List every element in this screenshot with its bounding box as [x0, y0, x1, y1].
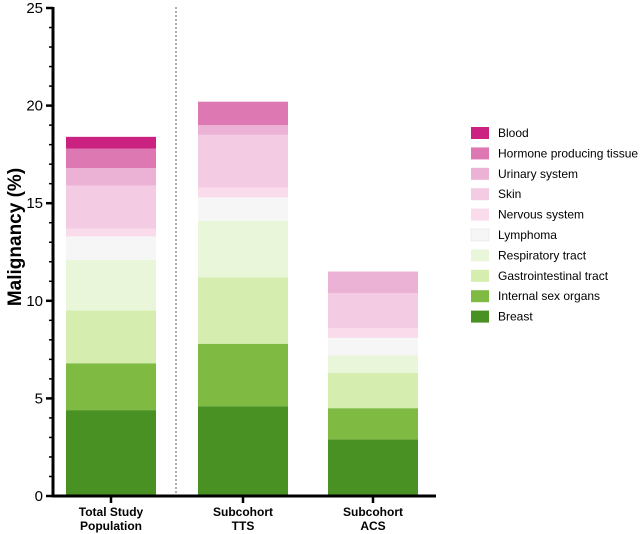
bar-segment-nervous-system-1 [198, 187, 288, 198]
bar-segment-hormone-producing-tissue-1 [198, 101, 288, 126]
x-category-label-1-line-0: Subcohort [213, 505, 273, 519]
bar-segment-respiratory-tract-1 [198, 220, 288, 278]
bar-segment-urinary-system-0 [66, 168, 156, 186]
bar-segment-skin-2 [328, 292, 418, 329]
legend-label-lymphoma: Lymphoma [498, 228, 557, 242]
legend-label-blood: Blood [498, 126, 529, 140]
plot-area [66, 101, 418, 496]
legend-label-internal-sex-organs: Internal sex organs [498, 289, 600, 303]
legend-label-gastrointestinal-tract: Gastrointestinal tract [498, 269, 609, 283]
legend-swatch-gastrointestinal-tract [471, 269, 489, 282]
legend-label-respiratory-tract: Respiratory tract [498, 248, 587, 262]
legend-swatch-respiratory-tract [471, 249, 489, 262]
legend-swatch-lymphoma [470, 228, 490, 242]
bar-segment-gastrointestinal-tract-2 [328, 373, 418, 409]
bar-segment-skin-1 [198, 134, 288, 188]
legend-swatch-blood [471, 127, 489, 139]
legend-label-hormone-producing-tissue: Hormone producing tissue [498, 146, 638, 160]
y-tick-label-15: 15 [26, 195, 43, 212]
bar-segment-nervous-system-0 [66, 228, 156, 237]
x-category-label-0-line-0: Total Study [79, 505, 144, 519]
bar-segment-respiratory-tract-2 [328, 355, 418, 374]
bar-segment-lymphoma-1 [198, 197, 288, 221]
bar-segment-breast-1 [198, 406, 288, 496]
bar-segment-gastrointestinal-tract-1 [198, 277, 288, 344]
bar-segment-lymphoma-0 [66, 236, 156, 260]
bar-segment-nervous-system-2 [328, 328, 418, 338]
x-category-label-2-line-0: Subcohort [343, 505, 403, 519]
legend: Blood Hormone producing tissue Urinary sys… [470, 126, 638, 324]
y-tick-label-0: 0 [35, 488, 43, 505]
legend-swatch-breast [471, 310, 489, 323]
bar-segment-breast-2 [328, 439, 418, 496]
bar-segment-internal-sex-organs-0 [66, 363, 156, 411]
legend-label-skin: Skin [498, 187, 521, 201]
y-tick-label-20: 20 [26, 98, 43, 115]
x-category-label-2-line-1: ACS [360, 519, 385, 533]
x-category-label-0-line-1: Population [80, 519, 142, 533]
legend-label-nervous-system: Nervous system [498, 208, 584, 222]
bar-segment-skin-0 [66, 185, 156, 229]
bar-segment-urinary-system-2 [328, 271, 418, 293]
bar-segment-hormone-producing-tissue-0 [66, 148, 156, 169]
legend-swatch-nervous-system [471, 208, 489, 221]
legend-label-breast: Breast [498, 310, 533, 324]
bar-segment-internal-sex-organs-2 [328, 408, 418, 440]
bar-segment-blood-0 [66, 136, 156, 149]
x-category-label-1-line-1: TTS [232, 519, 255, 533]
legend-swatch-hormone-producing-tissue [471, 147, 489, 160]
bar-segment-gastrointestinal-tract-0 [66, 310, 156, 364]
bar-segment-internal-sex-organs-1 [198, 343, 288, 407]
legend-swatch-skin [471, 188, 489, 201]
y-tick-label-5: 5 [35, 390, 43, 407]
y-tick-label-10: 10 [26, 293, 43, 310]
bar-segment-urinary-system-1 [198, 125, 288, 135]
bar-segment-respiratory-tract-0 [66, 259, 156, 311]
legend-label-urinary-system: Urinary system [498, 167, 578, 181]
y-axis-title: Malignancy (%) [5, 168, 26, 306]
legend-swatch-internal-sex-organs [471, 290, 489, 303]
y-tick-label-25: 25 [26, 0, 43, 17]
bar-segment-breast-0 [66, 410, 156, 496]
legend-swatch-urinary-system [471, 167, 489, 180]
bar-segment-lymphoma-2 [328, 337, 418, 356]
